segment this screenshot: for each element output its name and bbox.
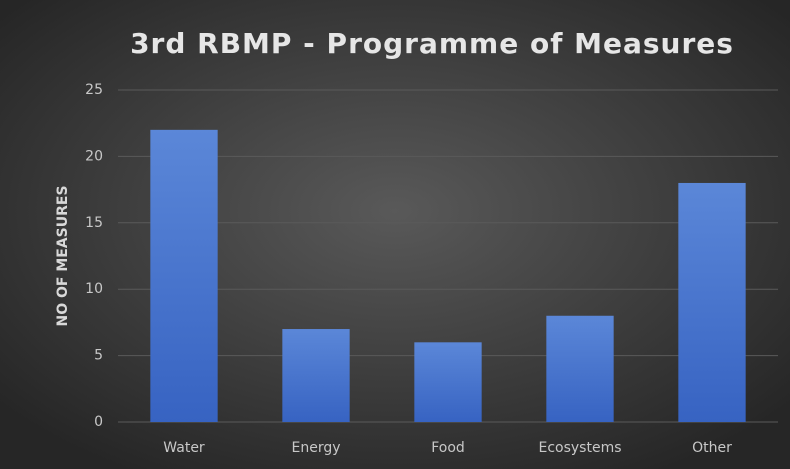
- bar: [150, 129, 218, 422]
- x-tick-label: Other: [692, 440, 732, 456]
- x-tick-label: Ecosystems: [538, 440, 621, 456]
- bar: [678, 182, 746, 422]
- y-tick-label: 5: [94, 348, 103, 364]
- y-tick-label: 20: [85, 148, 103, 164]
- bar: [414, 342, 482, 422]
- bar: [282, 329, 350, 422]
- y-tick-label: 15: [85, 215, 103, 231]
- chart-title: 3rd RBMP - Programme of Measures: [130, 27, 734, 60]
- x-tick-label: Water: [163, 440, 205, 456]
- y-tick-label: 10: [85, 281, 103, 297]
- y-tick-label: 0: [94, 414, 103, 430]
- x-tick-label: Food: [431, 440, 465, 456]
- y-axis-label: NO OF MEASURES: [55, 185, 71, 326]
- y-tick-label: 25: [85, 82, 103, 98]
- x-tick-label: Energy: [291, 440, 340, 456]
- bar: [546, 315, 614, 422]
